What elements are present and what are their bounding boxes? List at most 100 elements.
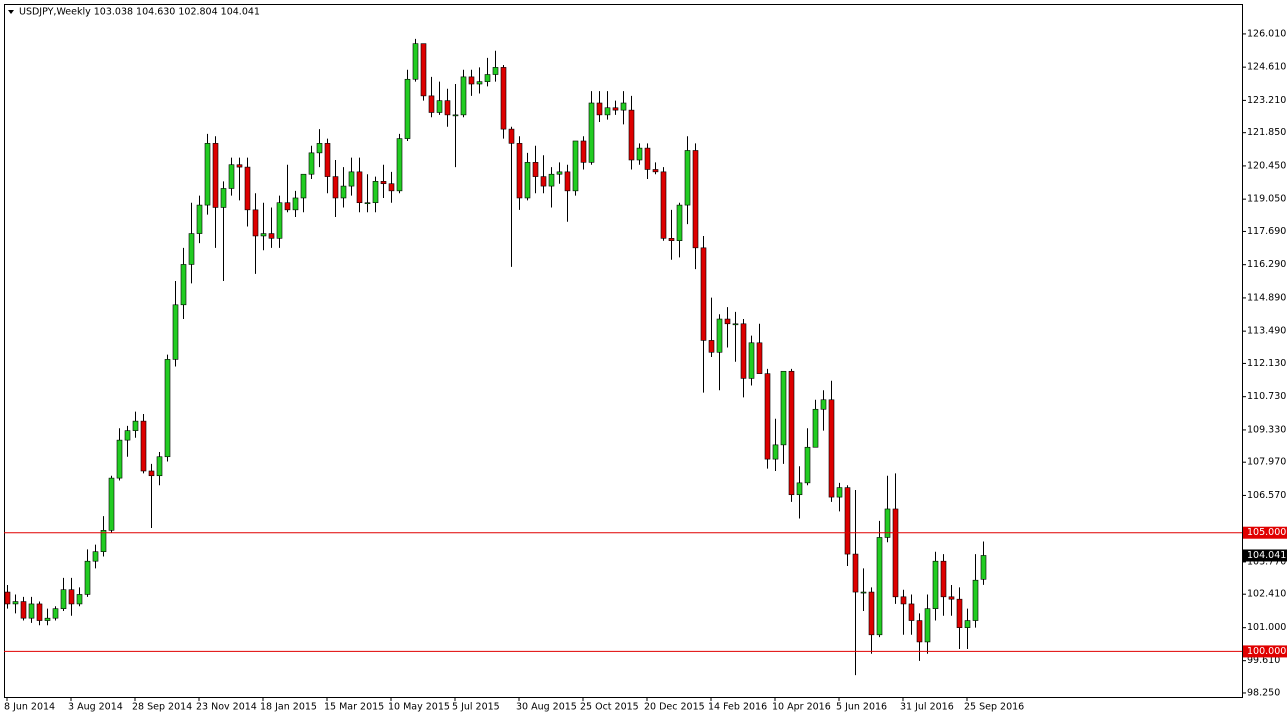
candle-body (364, 202, 371, 205)
x-tick-label: 5 Jun 2016 (836, 702, 887, 713)
candle-body (580, 140, 587, 163)
candle-body (212, 143, 219, 208)
candle-body (508, 128, 515, 144)
x-tick-label: 23 Nov 2014 (196, 702, 257, 713)
candle-body (588, 102, 595, 163)
candle-body (564, 171, 571, 192)
candle-body (268, 233, 275, 239)
candle-body (700, 247, 707, 341)
candle-body (900, 596, 907, 605)
x-tick-label: 8 Jun 2014 (4, 702, 55, 713)
candle-body (524, 162, 531, 199)
candle-body (620, 102, 627, 111)
candle-body (692, 150, 699, 249)
candle-body (148, 470, 155, 477)
candle-body (484, 74, 491, 82)
candle-body (420, 43, 427, 97)
candle-body (492, 67, 499, 75)
candle-body (244, 166, 251, 211)
y-tick-label: 117.690 (1247, 226, 1286, 237)
candle-body (972, 579, 979, 621)
candle-body (948, 596, 955, 600)
candle-body (828, 399, 835, 498)
y-tick-label: 99.610 (1247, 655, 1280, 666)
x-tick-label: 14 Feb 2016 (708, 702, 767, 713)
y-tick-label: 113.490 (1247, 326, 1286, 337)
y-tick-label: 103.770 (1247, 556, 1286, 567)
y-tick-label: 107.970 (1247, 457, 1286, 468)
x-tick-label: 20 Dec 2015 (644, 702, 705, 713)
chart-title: USDJPY,Weekly 103.038 104.630 102.804 10… (19, 7, 260, 18)
candle-body (980, 555, 987, 580)
candle-body (252, 209, 259, 237)
candle-body (164, 359, 171, 458)
candle-body (716, 318, 723, 353)
candle-body (60, 589, 67, 609)
candle-body (804, 446, 811, 484)
level-label: 100.000 (1247, 646, 1286, 657)
candle-body (52, 608, 59, 619)
candle-body (124, 430, 131, 441)
candle-body (340, 185, 347, 199)
candle-body (644, 147, 651, 170)
candle-body (812, 408, 819, 448)
y-tick-label: 120.450 (1247, 160, 1286, 171)
y-tick-label: 124.610 (1247, 62, 1286, 73)
x-tick-label: 18 Jan 2015 (260, 702, 317, 713)
candle-body (628, 109, 635, 161)
candle-body (20, 601, 27, 619)
candle-body (116, 439, 123, 479)
candle-body (108, 477, 115, 531)
candle-body (636, 147, 643, 161)
menu-arrow (8, 10, 14, 14)
x-tick-label: 3 Aug 2014 (68, 702, 123, 713)
candle-body (180, 264, 187, 306)
y-tick-label: 106.570 (1247, 490, 1286, 501)
candle-body (196, 204, 203, 234)
candle-body (516, 143, 523, 199)
x-tick-label: 31 Jul 2016 (900, 702, 954, 713)
candle-body (556, 171, 563, 175)
candle-body (172, 304, 179, 360)
candle-body (660, 171, 667, 239)
candle-body (292, 197, 299, 211)
y-tick-label: 101.000 (1247, 622, 1286, 633)
candle-body (876, 537, 883, 636)
candle-body (28, 603, 35, 619)
candle-body (236, 164, 243, 168)
price-label-bg (1243, 549, 1287, 562)
candle-body (708, 340, 715, 353)
candle-body (92, 551, 99, 562)
candle-body (532, 162, 539, 177)
candle-body (548, 173, 555, 187)
candle-body (84, 560, 91, 595)
candle-body (356, 171, 363, 204)
x-tick-label: 10 May 2015 (388, 702, 450, 713)
candle-body (132, 420, 139, 431)
candle-body (348, 171, 355, 187)
candle-body (372, 181, 379, 204)
candle-body (76, 594, 83, 605)
candle-body (884, 508, 891, 538)
level-label-bg (1243, 526, 1287, 539)
candle-body (460, 76, 467, 116)
candle-body (68, 589, 75, 605)
candle-body (956, 598, 963, 628)
candle-body (380, 181, 387, 185)
candle-body (204, 143, 211, 206)
candle-body (924, 608, 931, 643)
candle-body (100, 530, 107, 553)
candle-body (324, 143, 331, 177)
candle-body (652, 169, 659, 173)
candle-body (188, 233, 195, 265)
candle-body (724, 318, 731, 325)
y-tick-label: 114.890 (1247, 292, 1286, 303)
candle-body (596, 102, 603, 116)
y-tick-label: 112.130 (1247, 358, 1286, 369)
candle-body (868, 591, 875, 636)
candle-body (892, 508, 899, 598)
candle-body (332, 176, 339, 199)
candle-body (732, 323, 739, 326)
candle-body (396, 138, 403, 192)
